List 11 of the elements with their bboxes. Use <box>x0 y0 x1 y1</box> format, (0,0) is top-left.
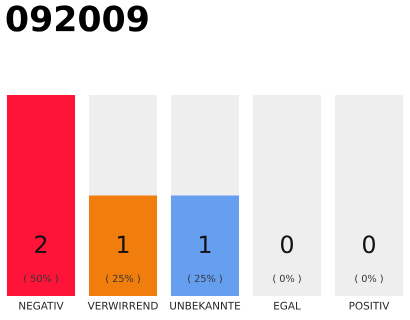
x-tick-label: NEGATIV <box>19 302 64 310</box>
x-tick-label: EGAL <box>274 302 301 310</box>
x-tick-label: POSITIV <box>350 302 390 310</box>
x-tick-label: UNBEKANNTE <box>170 302 240 310</box>
data-label: 1 ( 25% ) <box>188 236 222 284</box>
chart-title: 092009 <box>6 5 148 32</box>
data-label: 2 ( 50% ) <box>24 235 58 284</box>
x-tick-label: VERWIRREND <box>88 302 158 310</box>
data-label: 0 ( 0% ) <box>273 235 301 284</box>
data-label: 0 ( 0% ) <box>355 235 383 284</box>
data-label: 1 ( 25% ) <box>106 236 140 284</box>
